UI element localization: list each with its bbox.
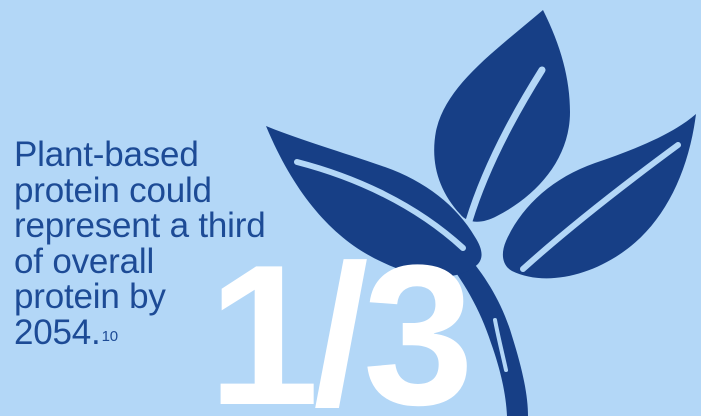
one-third-statistic: 1/3 — [208, 224, 474, 416]
plant-protein-statement: Plant-based protein could represent a th… — [14, 137, 314, 350]
statement-line-5: protein by — [14, 277, 166, 316]
statement-line-2: protein could — [14, 170, 212, 210]
statement-line-4: of overall — [14, 241, 155, 281]
statement-line-3: represent a third — [14, 206, 266, 245]
statement-year: 2054. — [14, 312, 101, 352]
statement-line-1: Plant-based — [14, 135, 199, 174]
footnote-reference: 10 — [101, 327, 119, 345]
statement-line-6: 2054.10 — [14, 312, 314, 352]
